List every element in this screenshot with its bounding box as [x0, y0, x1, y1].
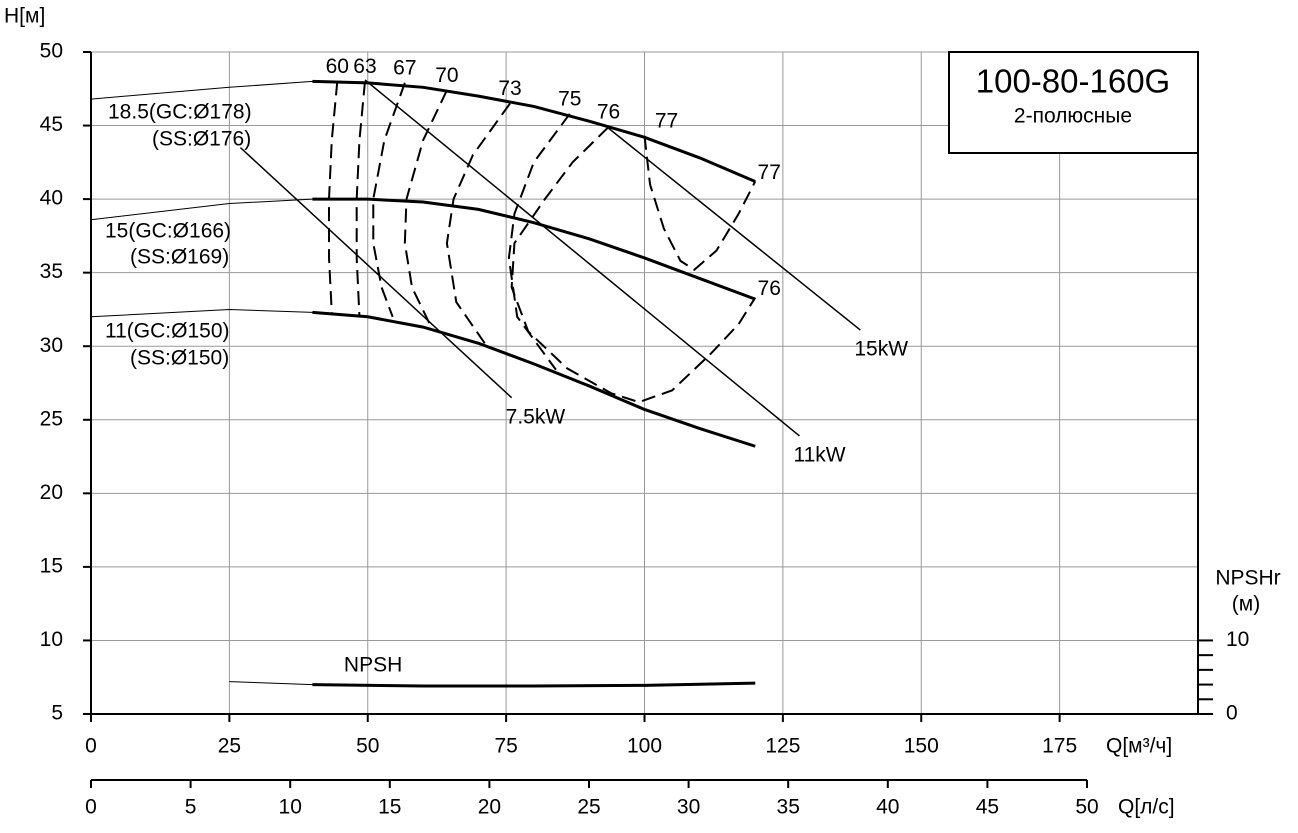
x2-tick-label: 20: [478, 796, 501, 819]
efficiency-label: 60: [326, 55, 349, 78]
y-tick-label: 20: [40, 481, 63, 504]
y-tick-label: 45: [40, 113, 63, 136]
y2-axis-label: (м): [1232, 593, 1260, 616]
operating-range: [312, 197, 756, 301]
power-label: 7.5kW: [506, 405, 566, 428]
impeller-label: 11(GC:Ø150): [105, 320, 230, 343]
x-tick-label: 0: [85, 735, 97, 758]
x2-tick-label: 45: [976, 796, 999, 819]
x2-tick-label: 10: [279, 796, 302, 819]
x-tick-label: 175: [1042, 735, 1077, 758]
x-axis-label: Q[м³/ч]: [1106, 735, 1172, 758]
efficiency-label: 67: [393, 56, 416, 79]
power-label: 11kW: [793, 444, 845, 467]
impeller-label: (SS:Ø169): [130, 246, 229, 269]
operating-range: [312, 681, 756, 688]
efficiency-curve: [510, 126, 757, 404]
x-tick-label: 150: [904, 735, 939, 758]
y2-axis-label: NPSHr: [1215, 567, 1280, 590]
efficiency-curve: [643, 135, 757, 271]
y-tick-label: 50: [40, 40, 63, 63]
efficiency-label: 75: [558, 87, 581, 110]
x2-tick-label: 50: [1075, 796, 1098, 819]
impeller-label: 15(GC:Ø166): [105, 220, 231, 243]
operating-range: [312, 310, 756, 448]
efficiency-label: 77: [758, 161, 781, 184]
impeller-label: 18.5(GC:Ø178): [108, 101, 252, 124]
y-tick-label: 40: [40, 187, 63, 210]
efficiency-label: 63: [353, 55, 376, 78]
y-tick-label: 25: [40, 407, 63, 430]
efficiency-curve: [445, 102, 511, 347]
y-tick-label: 10: [40, 628, 63, 651]
efficiency-curve: [403, 89, 448, 330]
efficiency-curve: [372, 82, 406, 318]
operating-range: [312, 79, 756, 183]
x2-tick-label: 40: [876, 796, 899, 819]
title-box: [948, 51, 1199, 154]
power-line: [364, 79, 800, 437]
y-tick-label: 30: [40, 334, 63, 357]
power-line: [239, 147, 513, 399]
x2-tick-label: 0: [85, 796, 97, 819]
impeller-label: (SS:Ø150): [130, 347, 229, 370]
efficiency-label: 73: [498, 77, 521, 100]
y2-tick-label: 0: [1226, 702, 1238, 725]
y-tick-label: 5: [51, 702, 63, 725]
power-line: [604, 124, 861, 331]
chart-title: 100-80-160G: [976, 63, 1170, 100]
efficiency-curve: [507, 113, 571, 371]
y-tick-label: 35: [40, 260, 63, 283]
x-tick-label: 100: [627, 735, 662, 758]
x2-tick-label: 15: [378, 796, 401, 819]
y2-tick-label: 10: [1226, 628, 1249, 651]
x2-axis-label: Q[л/с]: [1118, 796, 1175, 819]
x2-tick-label: 5: [185, 796, 197, 819]
efficiency-label: 76: [597, 101, 620, 124]
power-label: 15kW: [854, 338, 908, 361]
x-tick-label: 50: [356, 735, 379, 758]
y-tick-label: 15: [40, 554, 63, 577]
chart-subtitle: 2-полюсные: [1014, 105, 1132, 128]
impeller-label: (SS:Ø176): [152, 128, 251, 151]
npsh-label: NPSH: [344, 654, 402, 677]
y-axis-label: H[м]: [4, 5, 45, 28]
efficiency-curve: [328, 81, 339, 313]
x-tick-label: 125: [765, 735, 800, 758]
efficiency-label: 77: [655, 109, 678, 132]
x-tick-label: 75: [494, 735, 517, 758]
x2-tick-label: 30: [677, 796, 700, 819]
efficiency-label: 76: [758, 277, 781, 300]
x-tick-label: 25: [218, 735, 241, 758]
efficiency-label: 70: [435, 64, 458, 87]
x2-tick-label: 25: [577, 796, 600, 819]
x2-tick-label: 35: [777, 796, 800, 819]
